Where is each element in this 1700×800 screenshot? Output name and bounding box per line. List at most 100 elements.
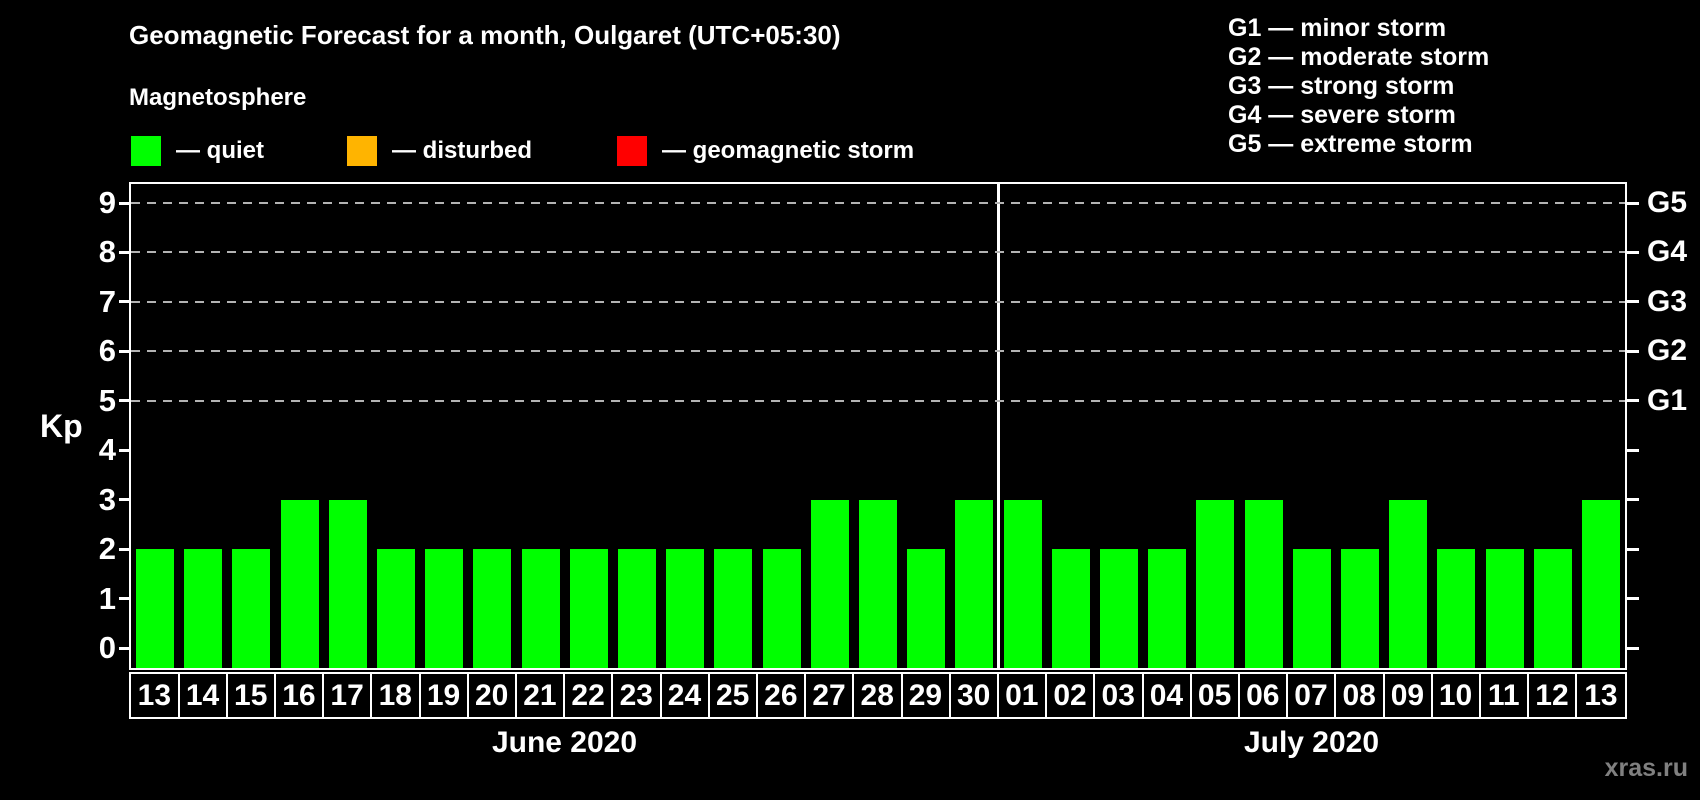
legend-label: — geomagnetic storm (662, 137, 915, 164)
month-label-june: June 2020 (491, 726, 638, 759)
g-axis-label-g4: G4 (1647, 235, 1688, 269)
g-legend-line: G4 — severe storm (1228, 101, 1456, 129)
day-label-01: 01 (998, 674, 1048, 717)
day-label-15: 15 (227, 674, 277, 717)
g-legend-line: G2 — moderate storm (1228, 43, 1490, 71)
day-label-08: 08 (1336, 674, 1385, 717)
g-axis-label-g1: G1 (1647, 383, 1688, 417)
kp-bar-july-10 (1437, 549, 1476, 668)
left-tick-2 (119, 547, 131, 551)
day-label-17: 17 (324, 674, 373, 717)
y-tick-label-4: 4 (98, 432, 116, 468)
day-label-07: 07 (1288, 674, 1337, 717)
kp-bar-june-29 (907, 549, 946, 668)
right-tick-2 (1627, 547, 1639, 551)
day-label-04: 04 (1143, 674, 1192, 717)
right-tick-7 (1627, 300, 1639, 304)
kp-bar-june-20 (473, 549, 512, 668)
kp-bar-july-04 (1148, 549, 1187, 668)
day-label-30: 30 (950, 674, 999, 717)
day-label-26: 26 (758, 674, 807, 717)
left-tick-9 (119, 201, 131, 205)
day-label-19: 19 (420, 674, 469, 717)
day-label-25: 25 (709, 674, 758, 717)
legend-label: — disturbed (392, 137, 533, 164)
day-label-10: 10 (1432, 674, 1481, 717)
kp-bar-july-08 (1340, 549, 1379, 668)
kp-bar-june-17 (328, 499, 367, 668)
kp-bar-july-02 (1051, 549, 1090, 668)
day-label-05: 05 (1191, 674, 1240, 717)
day-label-27: 27 (806, 674, 855, 717)
kp-bar-june-13 (136, 549, 175, 668)
right-tick-4 (1627, 448, 1639, 452)
day-label-16: 16 (276, 674, 325, 717)
y-tick-label-2: 2 (98, 531, 116, 567)
y-tick-label-9: 9 (98, 185, 116, 220)
right-tick-8 (1627, 250, 1639, 254)
gridline-kp-6 (131, 350, 1625, 353)
kp-bar-june-18 (377, 549, 416, 668)
day-label-20: 20 (468, 674, 518, 717)
gridline-kp-8 (131, 251, 1625, 254)
day-axis-strip: 13 14 15 16 17 18 19 20 21 22 23 24 25 26 27 28 29 30 01 02… (129, 672, 1627, 719)
quiet-swatch-icon (131, 136, 161, 166)
right-tick-9 (1627, 201, 1639, 205)
kp-bar-june-26 (762, 549, 801, 668)
gridline-kp-9 (131, 202, 1625, 204)
watermark: xras.ru (1604, 754, 1688, 782)
month-label-july: July 2020 (1243, 726, 1380, 759)
y-tick-label-6: 6 (98, 333, 116, 369)
y-tick-label-0: 0 (98, 630, 116, 665)
day-label-22: 22 (565, 674, 614, 717)
g-legend-line: G5 — extreme storm (1228, 130, 1473, 158)
left-tick-7 (119, 300, 131, 304)
magnetosphere-subtitle: Magnetosphere (129, 84, 307, 111)
kp-bar-july-06 (1244, 499, 1283, 668)
kp-bar-july-09 (1389, 499, 1428, 668)
kp-bar-june-23 (618, 549, 657, 668)
kp-bar-june-14 (184, 549, 223, 668)
left-tick-8 (119, 250, 131, 254)
kp-bar-july-11 (1485, 549, 1524, 668)
gridline-kp-7 (131, 300, 1625, 303)
y-axis-title: Kp (40, 408, 83, 444)
day-label-12: 12 (1529, 674, 1578, 717)
kp-bar-july-03 (1099, 549, 1138, 668)
kp-bar-june-30 (955, 499, 994, 668)
day-label-29: 29 (902, 674, 951, 717)
left-tick-5 (119, 399, 131, 403)
y-tick-label-5: 5 (98, 382, 116, 418)
y-tick-label-1: 1 (98, 580, 116, 616)
g-legend-line: G1 — minor storm (1228, 14, 1447, 42)
plot-area (129, 182, 1627, 670)
kp-bar-june-15 (232, 549, 271, 668)
day-label-09: 09 (1384, 674, 1433, 717)
y-tick-label-3: 3 (98, 481, 116, 517)
disturbed-swatch-icon (347, 136, 377, 166)
day-label-11: 11 (1480, 674, 1530, 717)
kp-bar-july-01 (1003, 499, 1042, 668)
left-tick-6 (119, 349, 131, 353)
kp-bar-june-16 (280, 499, 319, 668)
left-tick-1 (119, 597, 131, 601)
left-tick-4 (119, 448, 131, 452)
right-tick-5 (1627, 399, 1639, 403)
day-label-06: 06 (1239, 674, 1289, 717)
kp-bar-june-19 (425, 549, 464, 668)
day-label-18: 18 (372, 674, 421, 717)
kp-bar-june-22 (569, 549, 608, 668)
day-label-21: 21 (517, 674, 566, 717)
day-label-14: 14 (179, 674, 228, 717)
kp-bar-june-24 (666, 549, 705, 668)
right-tick-0 (1627, 646, 1639, 650)
g-scale-legend: G1 — minor storm G2 — moderate storm G3 — … (1228, 14, 1489, 159)
y-tick-label-7: 7 (98, 283, 116, 319)
right-tick-6 (1627, 349, 1639, 353)
kp-bar-july-07 (1292, 549, 1331, 668)
gridline-kp-5 (131, 399, 1625, 402)
chart-title: Geomagnetic Forecast for a month, Oulgar… (129, 20, 841, 50)
day-label-13: 13 (1584, 679, 1618, 712)
